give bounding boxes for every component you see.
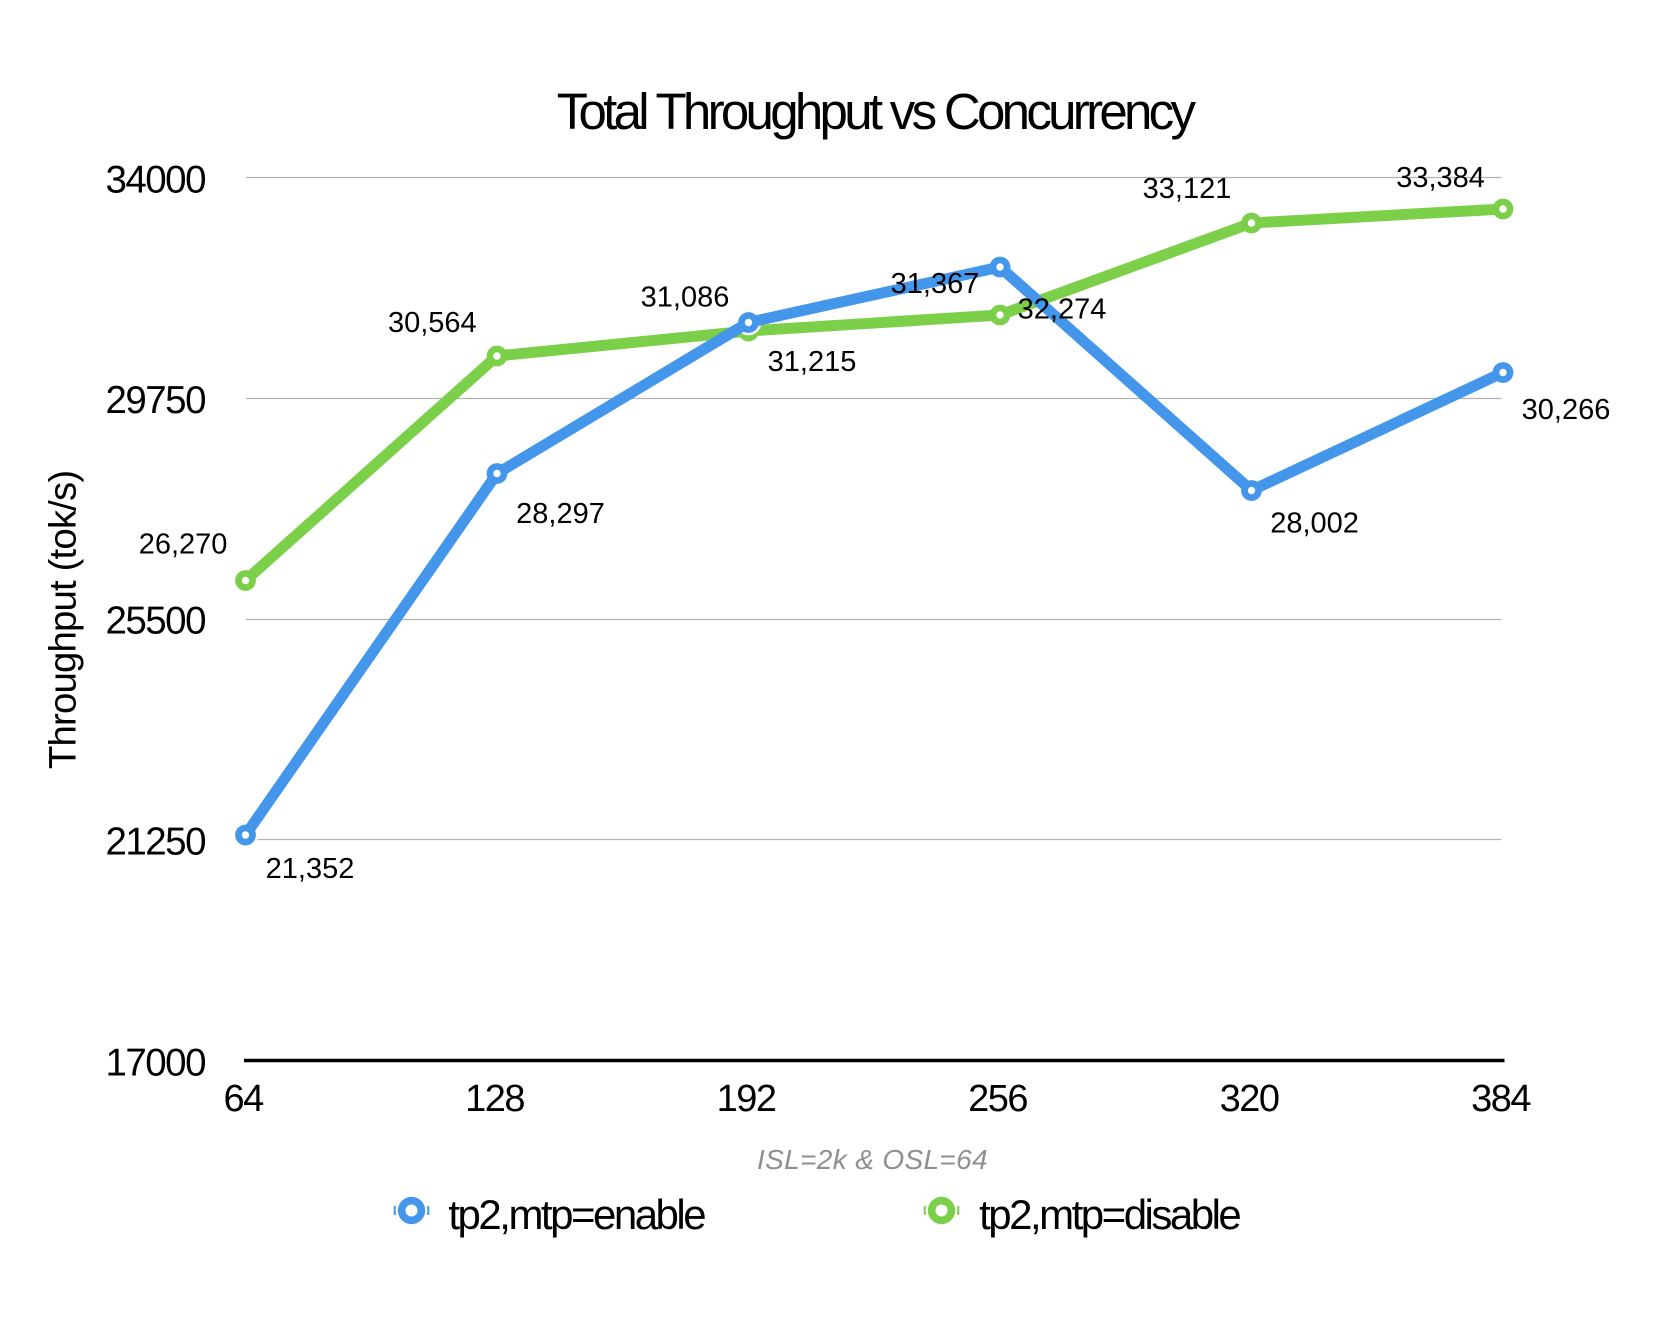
svg-text:30,266: 30,266: [1522, 394, 1611, 426]
svg-text:28,297: 28,297: [516, 498, 605, 530]
svg-text:32,274: 32,274: [1018, 293, 1107, 325]
svg-text:31,215: 31,215: [768, 346, 857, 378]
svg-text:30,564: 30,564: [388, 307, 477, 339]
svg-text:33,121: 33,121: [1143, 173, 1232, 205]
svg-text:28,002: 28,002: [1270, 508, 1359, 540]
svg-text:Total Throughput vs Concurrenc: Total Throughput vs Concurrency: [557, 83, 1197, 140]
svg-text:31,086: 31,086: [641, 281, 730, 313]
svg-text:34000: 34000: [105, 158, 205, 201]
svg-text:tp2,mtp=enable: tp2,mtp=enable: [448, 1191, 705, 1238]
svg-text:tp2,mtp=disable: tp2,mtp=disable: [979, 1191, 1240, 1238]
svg-text:29750: 29750: [105, 379, 205, 422]
svg-text:128: 128: [465, 1078, 524, 1120]
svg-text:Throughput (tok/s): Throughput (tok/s): [41, 471, 84, 769]
svg-text:192: 192: [717, 1078, 776, 1120]
svg-text:256: 256: [968, 1078, 1027, 1120]
svg-text:384: 384: [1471, 1078, 1531, 1120]
svg-text:31,367: 31,367: [891, 268, 980, 300]
svg-text:ISL=2k & OSL=64: ISL=2k & OSL=64: [757, 1144, 988, 1175]
svg-text:25500: 25500: [105, 600, 205, 643]
svg-text:21250: 21250: [105, 820, 205, 863]
svg-text:21,352: 21,352: [266, 853, 355, 885]
svg-text:320: 320: [1220, 1078, 1279, 1120]
svg-text:26,270: 26,270: [139, 529, 228, 561]
svg-text:33,384: 33,384: [1396, 162, 1485, 194]
svg-text:17000: 17000: [105, 1041, 205, 1084]
svg-text:64: 64: [223, 1078, 264, 1120]
